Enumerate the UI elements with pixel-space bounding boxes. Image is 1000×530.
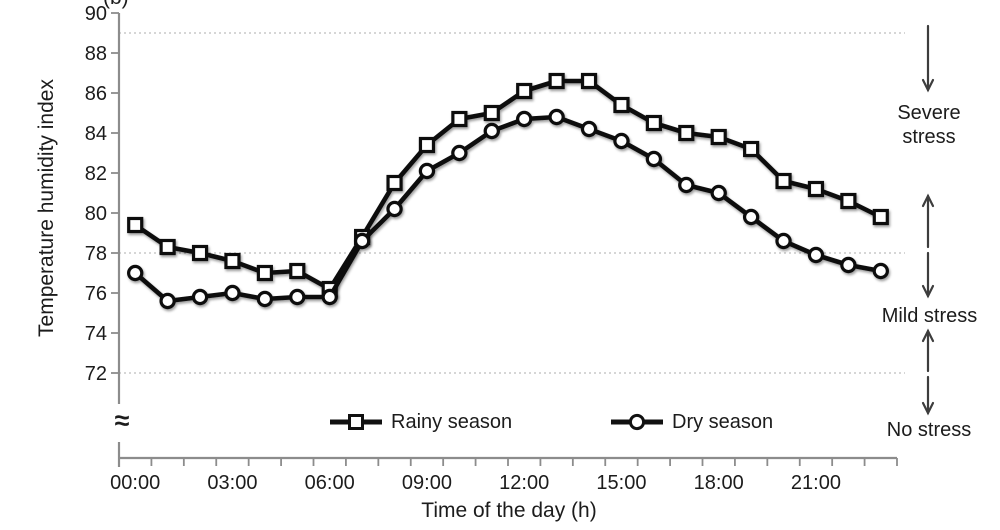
y-tick-label: 86 <box>85 83 107 105</box>
y-tick-label: 88 <box>85 43 107 65</box>
x-tick-label: 09:00 <box>402 472 452 494</box>
arrow-down-icon <box>921 375 935 416</box>
x-tick-label: 03:00 <box>207 472 257 494</box>
dry-season-line <box>132 114 884 304</box>
dry-season-data-point-circle <box>127 264 144 282</box>
y-axis-title: Temperature humidity index <box>35 79 58 337</box>
x-tick-label: 06:00 <box>305 472 355 494</box>
rainy-season-data-point-square <box>483 104 500 122</box>
rainy-season-data-point-square <box>613 96 630 114</box>
dry-season-data-point-circle <box>191 288 209 306</box>
rainy-season-data-point-square <box>418 136 436 154</box>
legend-item-rainy-season: Rainy season <box>328 410 513 433</box>
x-tick-label: 12:00 <box>499 472 549 494</box>
legend-label-dry-season: Dry season <box>672 410 774 433</box>
dry-season-series <box>127 108 889 310</box>
arrow-up-icon <box>921 328 935 373</box>
y-tick-label: 80 <box>85 203 107 225</box>
legend-item-dry-season: Dry season <box>609 410 774 433</box>
y-tick-label: 72 <box>85 363 107 385</box>
x-tick-label: 18:00 <box>694 472 744 494</box>
rainy-season-data-point-square <box>840 192 857 210</box>
rainy-season-data-point-square <box>548 72 565 90</box>
dry-season-data-point-circle <box>451 144 468 162</box>
rainy-season-data-point-square <box>159 238 176 256</box>
rainy-season-data-point-square <box>289 262 306 280</box>
dry-season-data-point-circle <box>224 284 241 302</box>
dry-season-data-point-circle <box>645 150 663 168</box>
rainy-season-data-point-square <box>645 114 662 132</box>
dry-season-data-point-circle <box>548 108 565 126</box>
y-tick-label: 78 <box>85 243 107 265</box>
axis-break-symbol: ≈ <box>114 405 130 436</box>
rainy-season-data-point-square <box>743 140 760 158</box>
rainy-season-line <box>132 78 884 292</box>
stress-zone-label-mild: Mild stress <box>881 305 978 327</box>
x-axis-title: Time of the day (h) <box>421 499 597 522</box>
dry-season-data-point-circle <box>516 110 533 128</box>
y-tick-label: 84 <box>85 123 107 145</box>
rainy-season-data-point-square <box>191 244 209 262</box>
rainy-season-data-point-square <box>775 172 792 190</box>
dry-season-data-point-circle <box>386 200 403 218</box>
arrow-down-icon <box>921 251 935 299</box>
dry-season-data-point-circle <box>710 184 727 202</box>
dry-season-data-point-circle <box>321 288 338 306</box>
rainy-season-data-point-square <box>872 208 889 226</box>
dry-season-data-point-circle <box>353 232 371 250</box>
rainy-season-data-point-square <box>127 216 144 234</box>
rainy-season-series <box>127 72 889 298</box>
dry-season-data-point-circle <box>840 256 857 274</box>
panel-label: (b) <box>103 0 129 10</box>
y-tick-label: 82 <box>85 163 107 185</box>
dry-season-data-point-circle <box>580 120 598 138</box>
rainy-season-data-point-square <box>256 264 273 282</box>
dry-season-data-point-circle <box>483 122 500 140</box>
legend-label-rainy-season: Rainy season <box>391 410 513 433</box>
stress-zone-label-severe: Severe stress <box>897 102 961 149</box>
rainy-season-data-point-square <box>710 128 727 146</box>
stress-zone-label-no: No stress <box>886 419 972 441</box>
y-tick-label: 76 <box>85 283 107 305</box>
circle-line-marker-icon <box>611 413 663 431</box>
dry-season-data-point-circle <box>256 290 274 308</box>
dry-season-data-point-circle <box>742 208 760 226</box>
rainy-season-data-point-square <box>224 252 241 270</box>
dry-season-data-point-circle <box>613 132 630 150</box>
y-tick-label: 90 <box>85 3 107 25</box>
rainy-season-data-point-square <box>678 124 695 142</box>
rainy-season-data-point-square <box>516 82 533 100</box>
rainy-season-data-point-square <box>451 110 468 128</box>
x-tick-label: 15:00 <box>596 472 646 494</box>
rainy-season-data-point-square <box>580 72 598 90</box>
dry-season-data-point-circle <box>807 246 825 264</box>
dry-season-data-point-circle <box>289 288 306 306</box>
arrow-up-icon <box>921 193 935 249</box>
rainy-season-data-point-square <box>807 180 825 198</box>
y-tick-label: 74 <box>85 323 107 345</box>
square-line-marker-icon <box>330 414 382 430</box>
dry-season-data-point-circle <box>872 262 889 280</box>
rainy-season-data-point-square <box>386 174 403 192</box>
dry-season-data-point-circle <box>775 232 792 250</box>
dry-season-data-point-circle <box>678 176 695 194</box>
x-tick-label: 21:00 <box>791 472 841 494</box>
arrow-down-icon <box>921 24 935 93</box>
dry-season-data-point-circle <box>159 292 176 310</box>
dry-season-data-point-circle <box>418 162 436 180</box>
x-tick-label: 00:00 <box>110 472 160 494</box>
